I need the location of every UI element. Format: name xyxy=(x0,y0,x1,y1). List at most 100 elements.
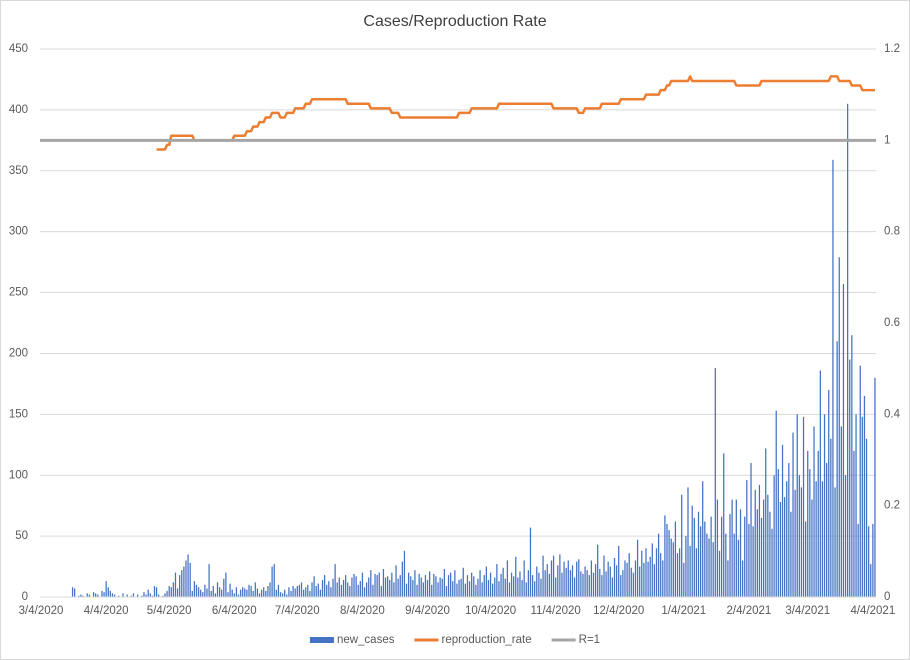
bar xyxy=(832,159,834,597)
bar xyxy=(716,499,719,597)
bar xyxy=(334,564,336,597)
bar xyxy=(788,463,790,597)
bar xyxy=(347,582,349,597)
bar xyxy=(292,586,294,597)
y-tick-label: 150 xyxy=(9,408,28,420)
bar xyxy=(260,589,263,597)
bar xyxy=(286,594,288,597)
bar xyxy=(351,577,353,597)
bar xyxy=(317,583,319,597)
bar xyxy=(710,516,712,597)
bar xyxy=(750,463,752,597)
bar xyxy=(863,396,866,597)
bar xyxy=(153,586,156,597)
y2-tick-label: 0.6 xyxy=(884,317,900,329)
bar xyxy=(849,359,851,597)
bar xyxy=(374,573,376,597)
bar xyxy=(275,589,277,597)
bar xyxy=(702,481,704,597)
bar xyxy=(216,582,219,597)
y-tick-label: 250 xyxy=(9,287,28,299)
x-tick-label: 6/4/2020 xyxy=(212,605,257,617)
bar xyxy=(844,475,847,597)
bar xyxy=(538,572,540,597)
bar xyxy=(741,560,744,597)
bar xyxy=(168,586,170,597)
bar xyxy=(817,450,819,597)
bar xyxy=(603,555,605,597)
bar xyxy=(735,499,737,597)
bar xyxy=(179,575,181,597)
bar xyxy=(80,594,82,597)
bar xyxy=(235,587,238,597)
bar xyxy=(279,592,282,597)
bar xyxy=(630,567,632,597)
bar xyxy=(544,570,546,597)
bar xyxy=(363,587,366,597)
bar xyxy=(237,594,240,597)
y-tick-label: 50 xyxy=(15,530,28,542)
bar xyxy=(508,582,511,597)
bar xyxy=(500,573,502,597)
bar xyxy=(336,582,338,597)
bar xyxy=(256,588,259,597)
bar xyxy=(819,370,821,597)
bar xyxy=(771,528,773,597)
bar xyxy=(842,284,845,597)
bar xyxy=(678,548,681,597)
bar xyxy=(408,572,410,597)
bar xyxy=(651,543,653,597)
bar xyxy=(74,588,76,597)
bar xyxy=(149,593,151,597)
bar xyxy=(802,416,805,597)
bar xyxy=(821,481,824,597)
bar xyxy=(515,556,517,597)
y2-tick-label: 1.2 xyxy=(884,43,900,55)
y-tick-label: 0 xyxy=(22,591,28,603)
bar xyxy=(170,587,172,597)
bar xyxy=(372,584,374,597)
bar xyxy=(269,582,271,597)
bar xyxy=(798,475,800,597)
bar xyxy=(666,523,668,597)
bar xyxy=(307,584,309,597)
bar xyxy=(645,548,647,597)
bar xyxy=(582,573,584,597)
bar xyxy=(502,567,504,597)
bar xyxy=(634,560,637,597)
bar xyxy=(685,536,687,597)
x-tick-label: 8/4/2020 xyxy=(340,605,385,617)
bar xyxy=(340,584,343,597)
bar xyxy=(727,560,729,597)
bar xyxy=(660,553,662,597)
bar xyxy=(206,588,208,597)
bar xyxy=(481,582,483,597)
bar xyxy=(422,582,424,597)
bar xyxy=(452,581,454,597)
bar xyxy=(542,555,544,597)
bar xyxy=(246,589,248,597)
bar xyxy=(416,584,418,597)
bar xyxy=(273,564,275,597)
bar xyxy=(250,586,252,597)
bar xyxy=(225,572,227,597)
bar xyxy=(641,550,643,597)
bar xyxy=(534,581,536,597)
bar xyxy=(382,568,385,597)
bar xyxy=(813,426,815,597)
bar xyxy=(729,514,731,597)
bar xyxy=(126,594,128,597)
bar xyxy=(464,583,466,597)
bar xyxy=(733,533,735,597)
bar xyxy=(393,582,395,597)
x-tick-label: 7/4/2020 xyxy=(275,605,320,617)
bar xyxy=(155,587,158,597)
bar xyxy=(664,515,666,597)
bar xyxy=(754,489,756,597)
bar xyxy=(594,564,597,597)
bar xyxy=(368,577,370,597)
bar xyxy=(657,533,660,597)
bar xyxy=(221,589,223,597)
bar xyxy=(525,582,527,597)
bar xyxy=(569,570,572,597)
